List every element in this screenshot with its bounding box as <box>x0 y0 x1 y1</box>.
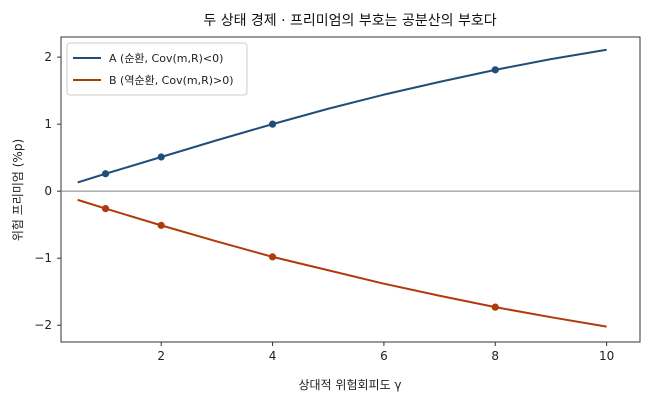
data-point <box>491 66 499 74</box>
series-line-0 <box>77 48 607 184</box>
x-tick-label: 10 <box>599 349 614 363</box>
series-line-1 <box>77 198 607 328</box>
data-point <box>157 221 165 229</box>
y-tick-label: −1 <box>34 251 52 265</box>
legend: A (순환, Cov(m,R)<0) B (역순환, Cov(m,R)>0) <box>66 42 248 96</box>
data-point <box>491 303 499 311</box>
chart-title: 두 상태 경제 · 프리미엄의 부호는 공분산의 부호다 <box>203 13 496 29</box>
x-tick-label: 4 <box>269 349 277 363</box>
data-point <box>268 253 277 261</box>
y-tick-label: 0 <box>44 184 52 198</box>
y-tick-label: −2 <box>34 318 52 332</box>
data-point <box>101 170 110 178</box>
legend-box <box>66 42 248 96</box>
x-tick-label: 2 <box>157 349 165 363</box>
x-axis-label: 상대적 위험회피도 γ <box>298 378 401 392</box>
legend-label-b: B (역순환, Cov(m,R)>0) <box>109 74 234 87</box>
legend-label-a: A (순환, Cov(m,R)<0) <box>109 52 223 65</box>
data-point <box>157 153 165 161</box>
data-point <box>268 120 277 128</box>
x-tick-label: 6 <box>380 349 388 363</box>
data-point <box>101 205 110 213</box>
y-axis-label: 위험 프리미엄 (%p) <box>11 139 25 241</box>
y-tick-label: 1 <box>44 117 52 131</box>
x-tick-label: 8 <box>491 349 499 363</box>
y-tick-label: 2 <box>44 50 52 64</box>
